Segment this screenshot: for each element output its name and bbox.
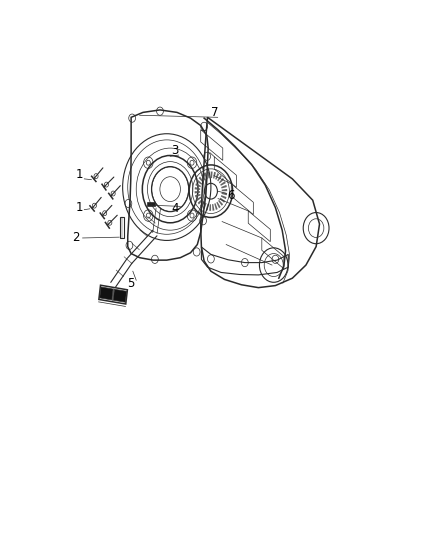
Polygon shape (220, 181, 226, 186)
Text: 3: 3 (172, 144, 179, 157)
Polygon shape (211, 172, 212, 178)
Polygon shape (221, 195, 226, 199)
Polygon shape (199, 176, 204, 182)
Polygon shape (219, 178, 224, 183)
Polygon shape (195, 183, 201, 187)
Text: 1: 1 (75, 201, 83, 214)
Polygon shape (216, 201, 221, 208)
Bar (120, 217, 124, 238)
Polygon shape (222, 189, 227, 191)
Polygon shape (222, 192, 227, 195)
Polygon shape (113, 289, 127, 302)
Text: 6: 6 (227, 189, 235, 202)
Polygon shape (194, 191, 200, 193)
Polygon shape (195, 194, 201, 197)
Polygon shape (221, 185, 227, 189)
Polygon shape (214, 203, 218, 210)
Polygon shape (197, 180, 202, 185)
Polygon shape (196, 197, 201, 201)
Polygon shape (209, 204, 211, 211)
Text: 2: 2 (72, 231, 80, 245)
Polygon shape (215, 173, 219, 180)
Text: 4: 4 (172, 202, 179, 215)
Polygon shape (204, 173, 208, 179)
Text: 5: 5 (127, 277, 135, 290)
Polygon shape (194, 187, 200, 190)
Polygon shape (206, 204, 209, 211)
Polygon shape (220, 198, 225, 203)
Polygon shape (218, 200, 223, 206)
Polygon shape (198, 199, 203, 205)
Text: 1: 1 (75, 168, 83, 181)
Polygon shape (207, 172, 210, 179)
Text: 7: 7 (211, 106, 218, 119)
Polygon shape (213, 172, 216, 179)
Polygon shape (100, 287, 113, 300)
Polygon shape (203, 203, 207, 209)
Polygon shape (217, 175, 222, 181)
Polygon shape (200, 201, 205, 207)
Bar (147, 202, 155, 206)
Polygon shape (212, 204, 215, 211)
Polygon shape (201, 174, 205, 181)
